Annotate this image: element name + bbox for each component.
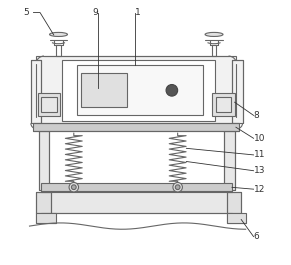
Bar — [216, 97, 231, 112]
Text: 11: 11 — [253, 151, 265, 160]
Bar — [41, 191, 232, 213]
Bar — [81, 73, 127, 107]
Circle shape — [71, 185, 76, 189]
Text: 6: 6 — [253, 232, 259, 241]
Bar — [232, 60, 242, 123]
Bar — [31, 60, 41, 123]
Bar — [33, 123, 239, 131]
Bar — [77, 65, 203, 115]
Text: 1: 1 — [135, 8, 141, 17]
Text: 9: 9 — [93, 8, 99, 17]
Circle shape — [175, 185, 180, 189]
Bar — [36, 192, 51, 213]
Bar — [36, 56, 237, 125]
Circle shape — [166, 85, 178, 96]
Bar — [41, 97, 57, 112]
Text: 5: 5 — [23, 8, 29, 17]
Text: 13: 13 — [253, 166, 265, 175]
Ellipse shape — [49, 32, 68, 37]
Ellipse shape — [205, 32, 223, 37]
Text: 8: 8 — [253, 111, 259, 120]
Circle shape — [69, 183, 79, 192]
Text: 12: 12 — [253, 185, 265, 194]
Bar — [36, 213, 56, 223]
Bar — [212, 94, 235, 116]
Bar — [227, 213, 246, 223]
Bar — [39, 131, 49, 191]
Circle shape — [173, 183, 182, 192]
Bar — [227, 192, 241, 213]
Bar — [224, 131, 235, 191]
Bar — [38, 94, 60, 116]
Bar — [63, 60, 215, 121]
Text: 10: 10 — [253, 134, 265, 143]
Bar — [41, 183, 232, 192]
